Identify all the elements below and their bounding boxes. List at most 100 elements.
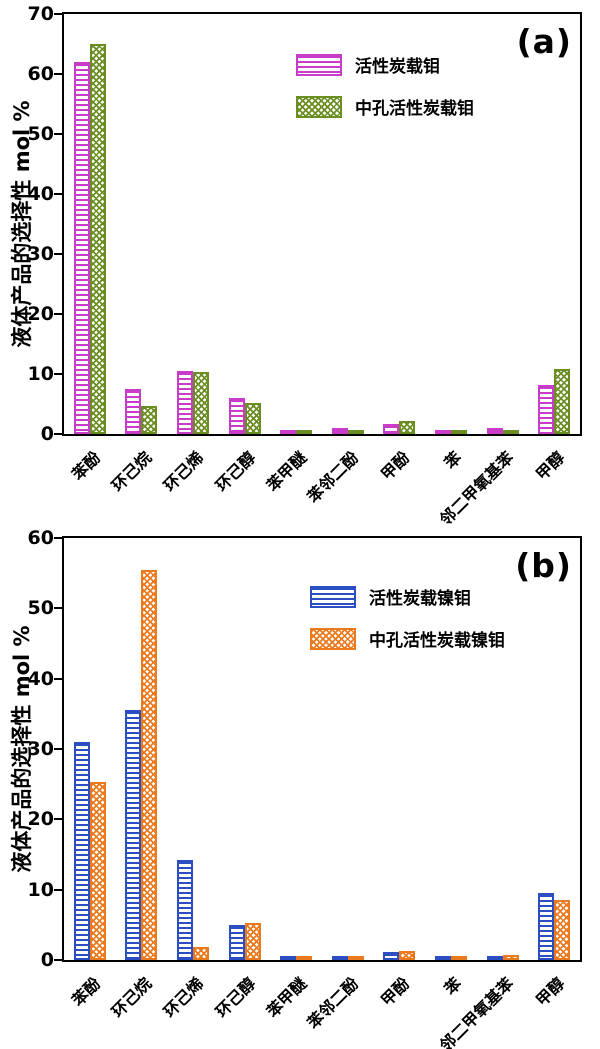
legend-entry: 中孔活性炭载镍钼 [310, 626, 505, 651]
legend-swatch [310, 627, 356, 650]
bar [89, 782, 106, 960]
panel-label: (b) [515, 546, 572, 585]
ytick-label: 0 [40, 949, 54, 971]
bar [486, 428, 503, 434]
ytick-mark [54, 133, 62, 135]
ytick-mark [54, 313, 62, 315]
legend-label: 中孔活性炭载镍钼 [369, 631, 505, 651]
x-tick-label: 甲酚 [377, 973, 414, 1010]
bar [331, 428, 348, 434]
chart-panel-a: 液体产品的选择性 mol % 活性炭载钼 中孔活性炭载钼 (a) 0 10 20 30 4… [0, 0, 600, 529]
ytick-label: 70 [27, 3, 54, 25]
plot-area [62, 12, 582, 436]
ytick-label: 40 [27, 667, 54, 690]
legend-label: 中孔活性炭载钼 [355, 99, 474, 119]
bar [383, 423, 400, 434]
bar [228, 398, 245, 434]
ytick-mark [54, 433, 62, 435]
ytick-mark [54, 959, 62, 961]
bar [399, 421, 416, 434]
ytick-label: 40 [27, 183, 54, 205]
bar [193, 947, 209, 960]
x-tick-label: 环己醇 [211, 973, 259, 1022]
legend: 活性炭载钼中孔活性炭载钼 [296, 52, 474, 136]
x-tick-label: 环己烷 [108, 973, 156, 1022]
ytick-mark [54, 607, 62, 610]
legend-label: 活性炭载钼 [355, 57, 440, 77]
ytick-mark [54, 373, 62, 375]
bar [73, 741, 90, 960]
x-tick-label: 环己烯 [159, 973, 208, 1022]
bar [538, 385, 555, 434]
x-tick-label: 苯酚 [67, 973, 105, 1010]
bar [228, 924, 245, 960]
x-tick-label: 环己烷 [108, 447, 156, 496]
bar [89, 44, 106, 434]
bar [554, 899, 571, 960]
bar [177, 371, 193, 434]
ytick-mark [54, 818, 62, 821]
panel-label: (a) [516, 22, 572, 61]
x-tick-label: 苯邻二酚 [303, 973, 363, 1033]
bar [347, 956, 364, 960]
ytick-label: 20 [27, 303, 54, 325]
bar [73, 62, 90, 434]
legend-swatch [296, 95, 342, 118]
x-tick-label: 环己醇 [211, 447, 259, 496]
bar [502, 430, 519, 434]
bar [383, 951, 400, 960]
bar [347, 430, 364, 434]
legend-label: 活性炭载镍钼 [369, 589, 471, 609]
ytick-label: 50 [27, 123, 54, 145]
ytick-label: 10 [27, 363, 54, 385]
bar [435, 430, 451, 434]
legend-entry: 中孔活性炭载钼 [296, 94, 474, 119]
ytick-mark [54, 73, 62, 75]
x-tick-label: 环己烯 [159, 447, 208, 496]
chart-panel-b: 液体产品的选择性 mol % 活性炭载镍钼 中孔活性炭载镍钼 (b) 0 10 20 3… [0, 524, 600, 1049]
bar [141, 569, 158, 960]
ytick-mark [54, 13, 62, 15]
x-tick-label: 苯 [440, 447, 466, 473]
bar [177, 860, 193, 960]
bar [244, 922, 261, 960]
bar [125, 710, 142, 960]
bar [193, 372, 209, 434]
bar [451, 956, 467, 960]
x-tick-label: 甲酚 [377, 447, 414, 484]
bar [554, 368, 571, 434]
x-tick-label: 甲醇 [532, 973, 569, 1010]
x-tick-label: 苯 [440, 973, 466, 999]
x-tick-label: 苯邻二酚 [303, 447, 363, 507]
ytick-label: 0 [40, 423, 54, 445]
bar [502, 955, 519, 960]
bar [538, 893, 555, 960]
ytick-mark [54, 253, 62, 255]
legend-entry: 活性炭载钼 [296, 52, 474, 77]
bar [125, 389, 142, 434]
ytick-mark [54, 537, 62, 539]
ytick-label: 50 [27, 597, 54, 620]
legend: 活性炭载镍钼中孔活性炭载镍钼 [310, 584, 505, 668]
bar [244, 403, 261, 434]
ytick-mark [54, 888, 62, 891]
ytick-label: 20 [27, 808, 54, 831]
bar [280, 955, 297, 960]
ytick-label: 60 [27, 527, 54, 549]
legend-swatch [296, 53, 342, 76]
x-tick-label: 甲醇 [532, 447, 569, 484]
bar [451, 430, 467, 434]
ytick-mark [54, 748, 62, 750]
ytick-label: 30 [27, 243, 54, 265]
x-tick-label: 苯酚 [67, 447, 105, 484]
ytick-label: 10 [27, 878, 54, 901]
bar [331, 956, 348, 960]
bar [141, 405, 158, 434]
ytick-mark [54, 193, 62, 195]
legend-swatch [310, 585, 356, 608]
bar [296, 430, 313, 434]
bar [435, 956, 451, 960]
bar [280, 430, 297, 434]
bar [399, 950, 416, 960]
